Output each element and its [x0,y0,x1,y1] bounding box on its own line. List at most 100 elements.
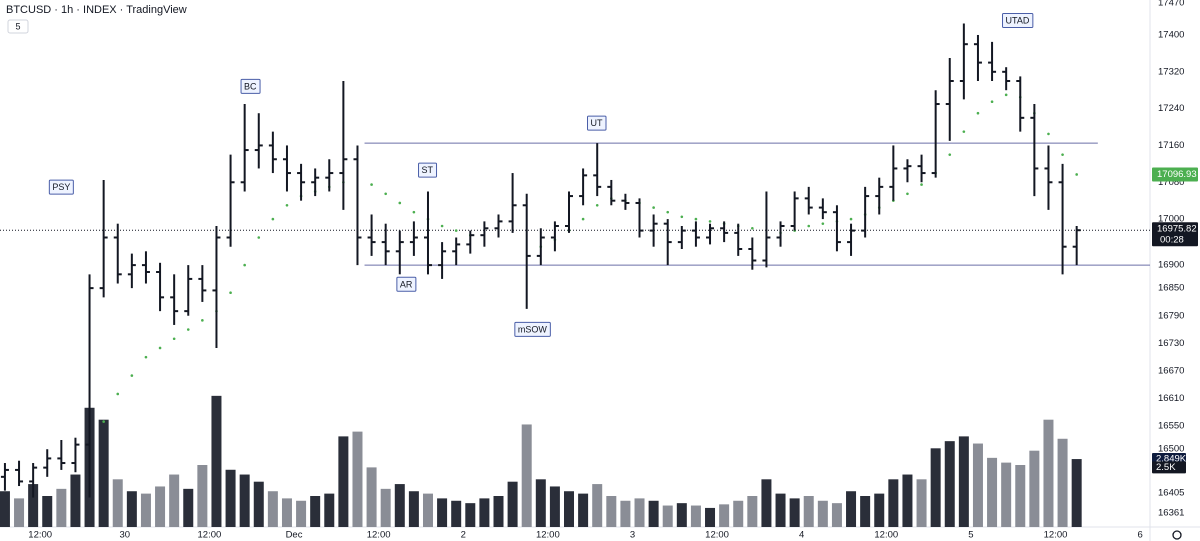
x-tick-label: 5 [968,530,973,541]
sar-dot [201,319,204,322]
volume-bar [422,493,433,527]
volume-bar [803,496,814,527]
sar-dot [285,203,289,207]
volume-bar [267,491,278,527]
y-tick-label: 16361 [1158,508,1184,519]
annotation-label: UTAD [1006,16,1030,26]
volume-bar [366,467,377,527]
volume-bar [719,504,730,527]
volume-bar [1029,450,1040,527]
y-tick-label: 16900 [1158,260,1184,271]
volume-bar [352,431,363,527]
sar-dot [1004,93,1008,97]
volume-bar [987,457,998,527]
sar-dot [172,337,176,341]
volume-bar [479,498,490,527]
y-tick-label: 17320 [1158,66,1184,77]
y-tick-label: 17470 [1158,0,1184,8]
volume-bar [846,491,857,527]
sar-dot [412,210,416,214]
volume-bar [761,479,772,527]
y-tick-label: 17000 [1158,214,1184,225]
volume-bar [14,498,25,527]
sar-badge-bg [1152,167,1198,182]
sar-dot [581,217,585,221]
annotation-label: AR [400,279,413,289]
sar-dot [694,217,698,221]
sar-dot [948,153,952,156]
y-tick-label: 17240 [1158,103,1184,114]
y-tick-label: 16790 [1158,310,1184,321]
sar-dot [440,224,444,228]
y-tick-label: 16850 [1158,283,1184,294]
volume-bar [690,505,701,527]
volume-bar [606,496,617,527]
sar-dot [271,217,275,221]
sar-dot [144,355,148,359]
volume-bar [281,498,292,527]
x-tick-label: 12:00 [705,530,729,541]
annotation-label: mSOW [518,324,548,334]
sar-dot [680,215,684,219]
volume-bar [225,469,236,527]
volume-bar [28,484,39,527]
volume-bar [296,500,307,527]
sar-dot [130,374,134,377]
x-tick-label: 12:00 [874,530,898,541]
sar-dot [398,201,402,205]
volume-bar [592,484,603,527]
volume-bar [451,500,462,527]
volume-badge: 2.849K [1156,454,1187,465]
y-tick-label: 17160 [1158,140,1184,151]
x-tick-label: 12:00 [536,530,560,541]
volume-bar [1015,465,1026,527]
volume-bar [747,496,758,527]
y-tick-label: 17080 [1158,177,1184,188]
volume-bar [437,498,448,527]
indicator-toggle[interactable] [7,19,29,34]
annotation-box [1002,13,1034,29]
annotation: ST [418,162,438,178]
sar-dot [906,192,909,196]
volume-bar [831,503,842,527]
volume-bar [507,481,518,527]
annotation-box [396,276,417,292]
volume-bar [0,491,10,527]
volume-bar [888,479,899,527]
volume-bar [944,441,955,527]
volume-bar [564,491,575,527]
sar-dot [116,392,120,396]
volume-bar [211,395,222,527]
annotation-box [48,179,74,195]
volume-bar [676,503,687,527]
gear[interactable] [1172,530,1182,540]
volume-bar [408,491,419,527]
volume-bar [874,493,885,527]
x-tick-label: 4 [799,530,804,541]
sar-dot [962,130,966,133]
volume-bar [70,474,81,527]
annotation: UT [587,115,607,131]
x-tick-label: 30 [120,530,131,541]
volume-badge: 2.5K [1156,462,1176,473]
y-tick-label: 16670 [1158,365,1184,376]
annotation: mSOW [514,321,551,337]
annotation-label: PSY [52,182,70,192]
volume-bar [535,479,546,527]
sar-dot [751,226,754,230]
symbol-title: BTCUSD · 1h · INDEX · TradingView [6,4,187,16]
volume-bar [126,491,137,527]
volume-bar [789,498,800,527]
x-tick-label: 12:00 [198,530,222,541]
indicator-count: 5 [15,21,20,31]
settings-icon[interactable] [1172,530,1182,540]
volume-bar [98,419,109,527]
sar-dot [990,100,994,104]
x-tick-label: Dec [286,530,303,541]
price-badge: 16975.82 [1157,224,1197,235]
annotation: AR [396,276,417,292]
volume-bar [112,479,123,527]
sar-dot [807,224,811,228]
volume-bar [620,500,631,527]
